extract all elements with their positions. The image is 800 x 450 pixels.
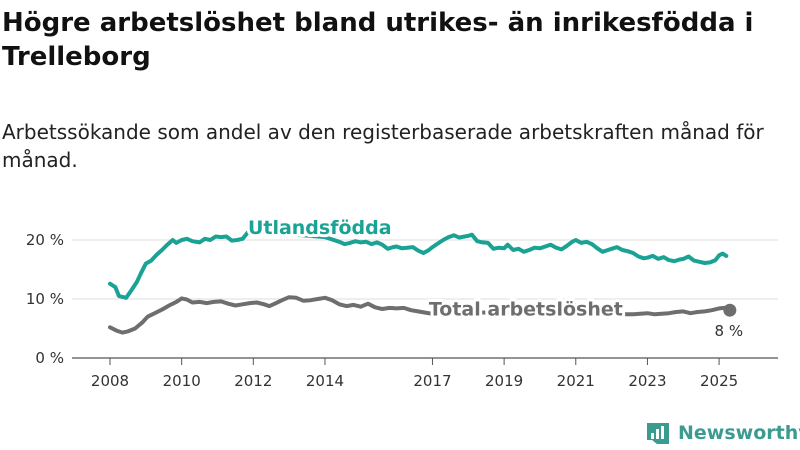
series-line-utlandsfodda [108,229,729,300]
series-label-total: Total arbetslöshet [429,299,623,321]
x-tick-label: 2010 [163,372,201,390]
x-tick-label: 2014 [306,372,344,390]
y-tick-label: 10 % [26,290,64,308]
y-tick-label: 20 % [26,231,64,249]
x-tick-label: 2021 [557,372,595,390]
brand[interactable]: Newsworthy [646,418,800,448]
final-value-label: 8 % [715,322,744,340]
series-line-total [108,295,732,335]
x-tick-label: 2012 [234,372,272,390]
x-axis-ticks: 2008 2010 2012 2014 2017 2019 2021 2023 2025 [91,358,738,390]
x-tick-label: 2008 [91,372,129,390]
chart-title: Högre arbetslöshet bland utrikes- än inr… [2,8,754,72]
series-lines [108,229,732,335]
chart-subtitle: Arbetssökande som andel av den registerb… [2,120,764,172]
series-label-utlandsfodda: Utlandsfödda [248,217,392,239]
x-tick-label: 2019 [485,372,523,390]
y-axis-ticks: 0 % 10 % 20 % [26,231,64,367]
y-tick-label: 0 % [35,349,64,367]
x-tick-label: 2017 [413,372,451,390]
x-tick-label: 2023 [628,372,666,390]
newsworthy-logo-icon [647,423,669,444]
brand-name: Newsworthy [678,422,800,444]
x-tick-label: 2025 [700,372,738,390]
final-point-marker [723,303,737,317]
series-labels: Utlandsfödda Total arbetslöshet 8 % [245,214,744,340]
